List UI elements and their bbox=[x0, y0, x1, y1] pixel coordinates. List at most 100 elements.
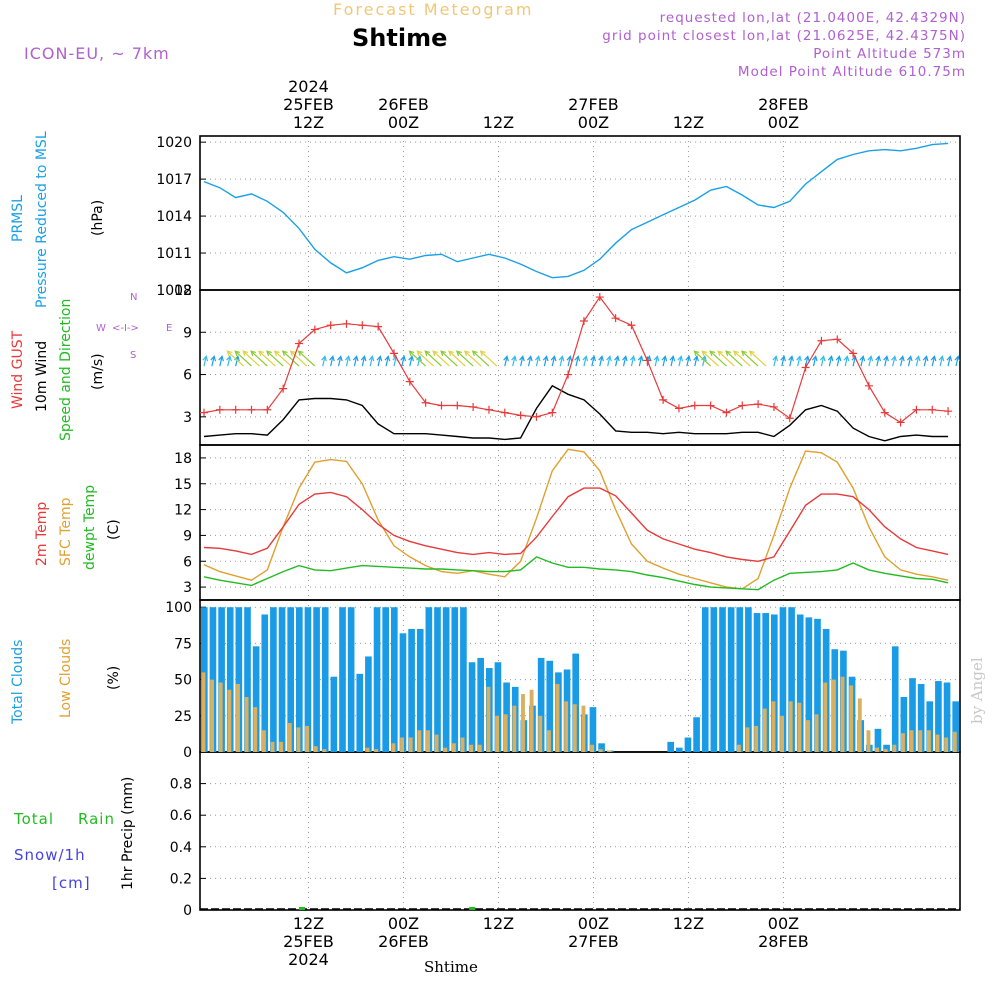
low-cloud-bar bbox=[754, 725, 759, 752]
low-cloud-bar bbox=[780, 715, 785, 752]
wind-arrow-head bbox=[875, 355, 881, 362]
wind-arrow bbox=[812, 356, 817, 367]
wind-arrow-head bbox=[400, 355, 407, 362]
wind-arrow-head bbox=[384, 355, 391, 362]
total-cloud-bar bbox=[900, 696, 908, 752]
total-cloud-bar bbox=[727, 607, 735, 752]
model-point-altitude: Model Point Altitude 610.75m bbox=[737, 64, 966, 80]
gust-marker bbox=[326, 321, 335, 330]
wind-arrow-head bbox=[281, 350, 288, 357]
wind-arrow-head bbox=[709, 350, 716, 357]
top-date-label: 27FEB bbox=[568, 95, 619, 114]
wind-arrow bbox=[227, 356, 231, 367]
wind-arrow bbox=[385, 356, 389, 367]
wind-arrow-head bbox=[226, 355, 232, 362]
y-tick-label: 1008 bbox=[156, 283, 192, 299]
total-cloud-bar bbox=[460, 607, 467, 752]
wind-arrow bbox=[923, 356, 928, 367]
bottom-hour-label: 12Z bbox=[483, 914, 514, 933]
wind-arrow-head bbox=[804, 355, 810, 362]
low-cloud-bar bbox=[840, 676, 845, 752]
total-cloud-bar bbox=[917, 683, 925, 752]
gust-marker bbox=[880, 408, 889, 417]
wind-arrow bbox=[773, 356, 777, 367]
low-cloud-bar bbox=[831, 679, 836, 752]
wind-arrow-head bbox=[344, 355, 351, 362]
total-cloud-bar bbox=[321, 607, 329, 752]
total-cloud-bar bbox=[218, 607, 225, 752]
total-cloud-bar bbox=[753, 613, 761, 752]
gust-marker bbox=[611, 314, 620, 323]
wind-arrow bbox=[709, 350, 727, 367]
gust-marker bbox=[421, 398, 430, 407]
bottom-hour-label: 12Z bbox=[293, 914, 324, 933]
y-tick-label: 9 bbox=[183, 528, 192, 544]
wind-arrow-head bbox=[258, 350, 265, 357]
low-cloud-bar bbox=[426, 730, 430, 752]
model-label: ICON-EU, ~ 7km bbox=[24, 44, 170, 63]
wind-arrow-head bbox=[677, 355, 684, 362]
bottom-hour-label: 00Z bbox=[768, 914, 799, 933]
gust-marker bbox=[263, 405, 272, 414]
wind-arrow-head bbox=[234, 350, 241, 357]
top-hour-label: 00Z bbox=[768, 113, 799, 132]
top-date-label: 28FEB bbox=[758, 95, 809, 114]
snow-label: Snow/1h bbox=[14, 846, 86, 864]
low-cloud-bar bbox=[538, 715, 543, 752]
gust-marker bbox=[849, 349, 858, 358]
wind-arrow bbox=[417, 356, 421, 367]
gust-marker bbox=[532, 412, 541, 421]
low-cloud-bar bbox=[391, 743, 396, 752]
total-cloud-bar bbox=[330, 676, 338, 752]
wind-arrow-head bbox=[503, 355, 509, 362]
gust-marker bbox=[674, 404, 683, 413]
low-cloud-bar bbox=[512, 705, 517, 752]
wind-arrow-head bbox=[883, 355, 889, 362]
wind-arrow-head bbox=[780, 355, 786, 362]
gust-marker bbox=[817, 336, 826, 345]
total-cloud-bar bbox=[952, 701, 959, 752]
wind-arrow bbox=[409, 350, 427, 367]
low-cloud-bar bbox=[788, 701, 793, 752]
wind-arrow-head bbox=[526, 355, 533, 362]
wind-arrow-head bbox=[772, 355, 779, 362]
total-cloud-bar bbox=[684, 737, 692, 752]
y-tick-label: 1020 bbox=[156, 135, 192, 151]
wind-arrow bbox=[472, 350, 490, 367]
wind-arrow bbox=[749, 350, 767, 367]
total-cloud-bar bbox=[537, 657, 545, 752]
gust-marker bbox=[944, 407, 953, 416]
gust-marker bbox=[627, 321, 636, 330]
wind-arrow-head bbox=[827, 355, 834, 362]
gust-marker bbox=[722, 408, 731, 417]
wind-arrow-head bbox=[218, 355, 224, 362]
low-cloud-bar bbox=[762, 708, 767, 752]
total-cloud-bar bbox=[710, 607, 718, 752]
gust-marker bbox=[864, 381, 873, 390]
low-cloud-bar bbox=[236, 683, 240, 752]
low-cloud-bar bbox=[244, 696, 249, 752]
low-cloud-bar bbox=[581, 705, 586, 752]
wind-arrow bbox=[234, 350, 252, 367]
bottom-hour-label: 12Z bbox=[673, 914, 704, 933]
total-cloud-bar bbox=[434, 607, 441, 752]
wind-arrow bbox=[235, 356, 239, 367]
low-cloud-bar bbox=[564, 701, 569, 752]
low-cloud-bar bbox=[598, 749, 603, 752]
wind-arrow bbox=[409, 356, 413, 367]
compass-we: <-I-> bbox=[112, 323, 139, 334]
temp-2m-line bbox=[203, 487, 949, 563]
total-cloud-bar bbox=[287, 607, 294, 752]
low-cloud-bar bbox=[745, 727, 750, 752]
gust-marker bbox=[738, 401, 747, 410]
total-cloud-bar bbox=[891, 646, 899, 752]
wind-arrow-head bbox=[748, 350, 755, 357]
total-cloud-bar bbox=[667, 741, 674, 752]
gust-marker bbox=[706, 401, 715, 410]
low-cloud-bar bbox=[279, 741, 284, 752]
rain-label: Rain bbox=[78, 810, 115, 828]
gust-marker bbox=[484, 405, 493, 414]
wind-arrow bbox=[369, 356, 374, 367]
wind-arrow-head bbox=[408, 350, 415, 357]
